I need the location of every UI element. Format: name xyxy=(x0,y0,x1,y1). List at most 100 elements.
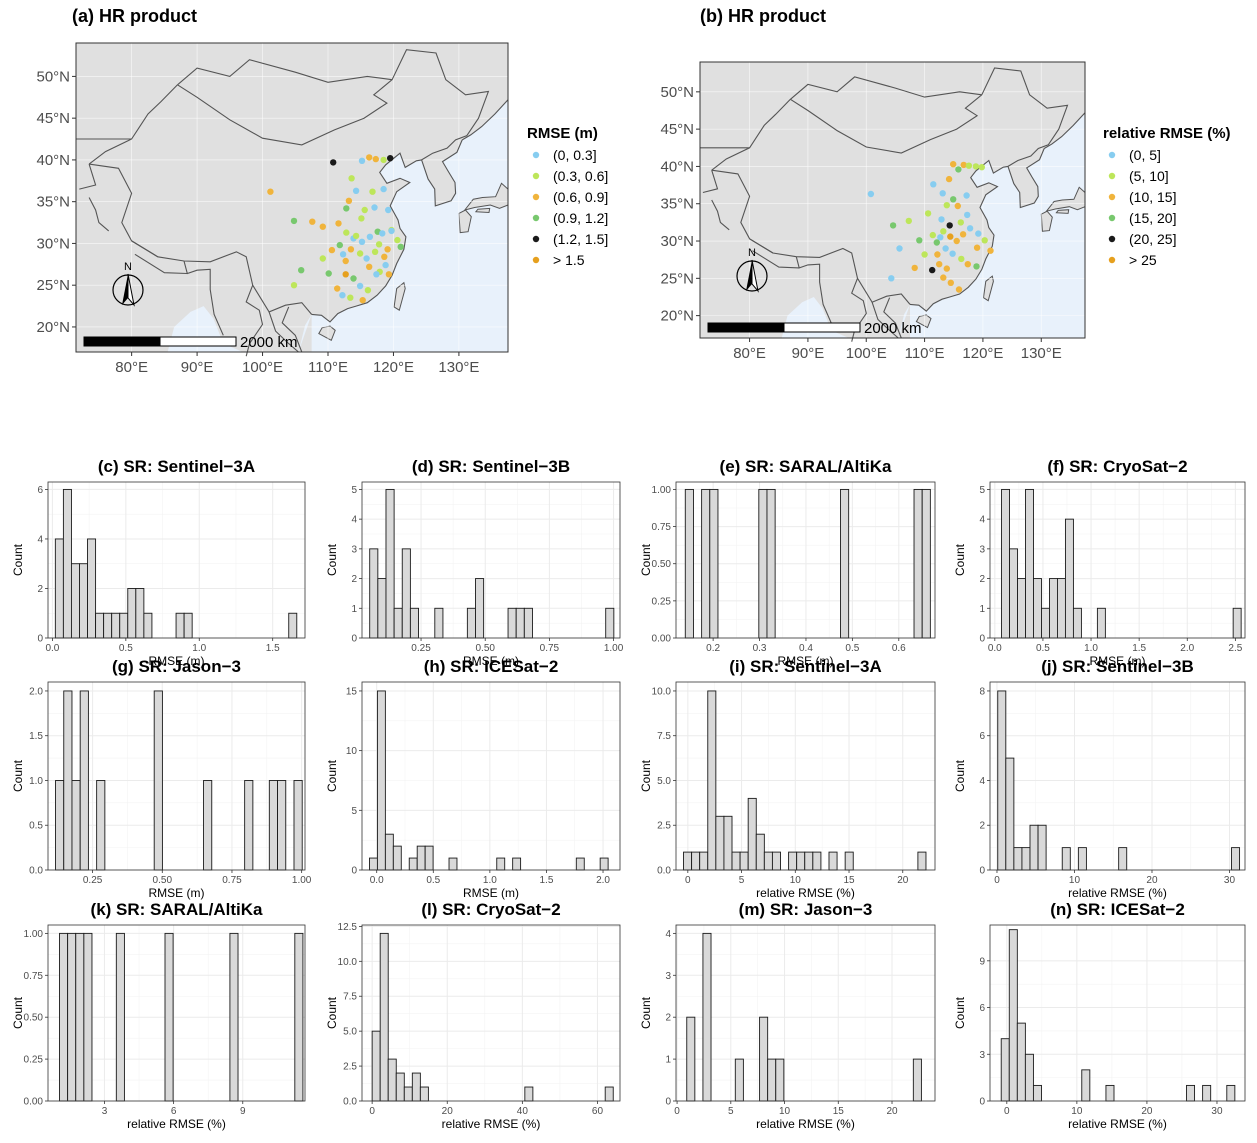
legend-swatch xyxy=(1108,172,1116,180)
plot-frame xyxy=(989,924,1246,1102)
histogram-bar xyxy=(1226,1084,1236,1102)
histogram-bar xyxy=(758,488,768,639)
legend-label: > 1.5 xyxy=(553,252,585,268)
histogram-bar xyxy=(135,588,145,639)
histogram-bar xyxy=(294,932,304,1102)
y-tick-label: 4 xyxy=(979,515,985,526)
map-station-point xyxy=(347,294,354,301)
x-tick-label: 15 xyxy=(843,875,855,886)
map-station-point xyxy=(385,206,392,214)
y-tick-label: 4 xyxy=(979,776,985,787)
histogram-h: 0.0 0.5 1.0 1.5 2.0 0 5 10 15 RMSE (m) Count (h) SR… xyxy=(325,657,621,900)
histogram-j: 0 10 20 30 0 2 4 6 8 relative RMSE (%) Count (j) SR… xyxy=(953,657,1246,900)
y-tick-label: 3 xyxy=(979,1050,985,1061)
x-tick-label: 2.0 xyxy=(1180,643,1194,654)
histogram-bar xyxy=(1009,548,1018,639)
histogram-k: 3 6 9 0.00 0.25 0.50 0.75 1.00 relative RMSE (%)… xyxy=(11,900,306,1131)
histogram-bar xyxy=(153,690,163,871)
x-tick-label: 0.25 xyxy=(83,875,103,886)
y-tick-label: 7.5 xyxy=(343,992,357,1003)
map-station-point xyxy=(950,196,957,203)
histogram-bar xyxy=(115,932,125,1102)
map-station-point xyxy=(973,263,980,270)
map-station-point xyxy=(372,155,379,163)
histogram-bar xyxy=(755,833,765,871)
histogram-bar xyxy=(1029,824,1039,871)
map-x-tick-label: 130°E xyxy=(438,359,479,376)
histogram-bar xyxy=(1008,929,1018,1102)
histogram-bar xyxy=(79,690,89,871)
histogram-bar xyxy=(83,932,93,1102)
map-station-point xyxy=(328,246,336,254)
map-station-point xyxy=(352,232,360,240)
y-axis-label: Count xyxy=(639,759,653,792)
y-axis-label: Count xyxy=(11,996,25,1029)
legend-swatch xyxy=(1108,235,1116,243)
map-y-tick-label: 45°N xyxy=(36,110,70,127)
histogram-bar xyxy=(293,780,303,871)
plot-frame xyxy=(47,481,306,639)
histogram-bar xyxy=(1041,607,1050,639)
x-tick-label: 0.5 xyxy=(426,875,440,886)
y-tick-label: 1.00 xyxy=(652,485,672,496)
map-station-point xyxy=(943,202,950,209)
map-station-point xyxy=(298,267,305,274)
map-station-point xyxy=(957,219,964,226)
histogram-bar xyxy=(684,488,694,639)
map-station-point xyxy=(356,250,364,257)
histogram-bar xyxy=(268,780,278,871)
map-coastline xyxy=(461,99,509,141)
map-station-point xyxy=(867,190,875,198)
histogram-f: 0.0 0.5 1.0 1.5 2.0 2.5 0 1 2 3 4 5 RMSE (m) Count (f)… xyxy=(953,457,1246,668)
histogram-bar xyxy=(1096,607,1106,639)
x-axis-label: relative RMSE (%) xyxy=(442,1117,541,1131)
chart-title: (f) SR: CryoSat−2 xyxy=(1047,457,1187,476)
y-tick-label: 4 xyxy=(37,534,43,545)
map-station-point xyxy=(943,265,950,272)
plot-frame xyxy=(675,924,936,1102)
map-y-tick-label: 35°N xyxy=(660,196,694,213)
x-tick-label: 20 xyxy=(1141,1106,1153,1117)
histogram-bar xyxy=(840,488,850,639)
map-coastline xyxy=(1007,148,1045,209)
map-x-tick-label: 90°E xyxy=(181,359,214,376)
map-x-tick-label: 130°E xyxy=(1021,345,1062,362)
map-station-point xyxy=(889,222,897,229)
north-arrow-right xyxy=(751,259,759,293)
map-border xyxy=(79,163,97,190)
chart-title: (n) SR: ICESat−2 xyxy=(1050,900,1185,919)
x-tick-label: 0 xyxy=(369,1106,375,1117)
map-station-point xyxy=(336,241,343,249)
map-coastline xyxy=(909,159,1009,312)
x-tick-label: 1.5 xyxy=(266,643,280,654)
histogram-bar xyxy=(599,857,609,871)
histogram-bar xyxy=(1081,1069,1091,1102)
map-y-tick-label: 50°N xyxy=(36,68,70,85)
map-island xyxy=(474,207,491,214)
x-axis-label: RMSE (m) xyxy=(778,654,834,668)
histogram-bar xyxy=(691,851,701,871)
map-station-point xyxy=(290,282,298,289)
y-tick-label: 6 xyxy=(37,485,43,496)
x-axis-label: relative RMSE (%) xyxy=(1068,886,1167,900)
y-tick-label: 3 xyxy=(665,971,671,982)
y-tick-label: 0.25 xyxy=(24,1055,44,1066)
x-axis-label: relative RMSE (%) xyxy=(127,1117,226,1131)
histogram-bar xyxy=(1056,578,1066,639)
y-axis-label: Count xyxy=(11,759,25,792)
map-station-point xyxy=(397,243,404,250)
histogram-bar xyxy=(747,797,757,871)
map-station-point xyxy=(955,166,962,173)
y-tick-label: 1 xyxy=(351,604,357,615)
histogram-bar xyxy=(767,1058,777,1102)
histogram-c: 0.0 0.5 1.0 1.5 0 2 4 6 RMSE (m) Count (c) SR: Sen… xyxy=(11,457,306,668)
histogram-bar xyxy=(395,1072,405,1102)
plot-panel xyxy=(676,925,935,1101)
histogram-bar xyxy=(1032,1084,1042,1102)
histogram-bar xyxy=(1016,1022,1026,1102)
chart-title: (k) SR: SARAL/AltiKa xyxy=(91,900,263,919)
map-station-point xyxy=(385,271,393,278)
histogram-bar xyxy=(917,851,927,871)
map-station-point xyxy=(937,234,944,241)
x-tick-label: 1.0 xyxy=(483,875,497,886)
